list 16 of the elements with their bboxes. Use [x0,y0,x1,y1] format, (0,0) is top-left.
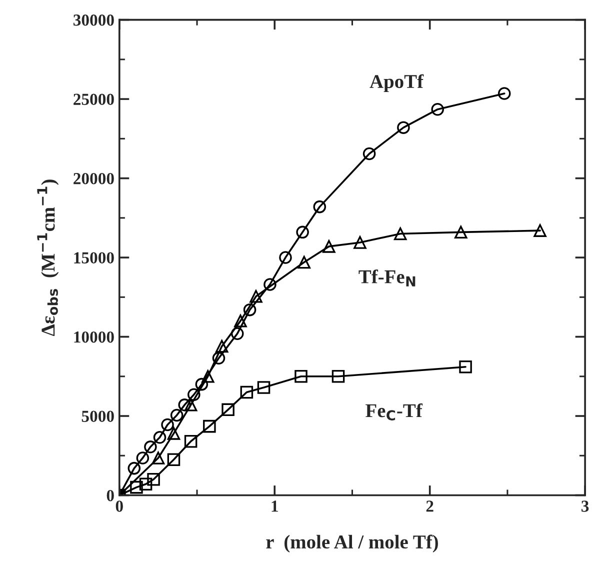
y-tick-label: 25000 [74,94,114,105]
series-label: Tf-Fe$_{N}$ [358,269,416,286]
y-tick-label: 20000 [74,172,114,184]
series-label: Fe$_{C}$-Tf [366,403,423,420]
x-axis-title: r (mole Al / mole Tf) [266,534,438,552]
y-tick-label: 5000 [82,410,114,422]
x-tick-label: 0 [116,500,123,512]
y-tick-label: 15000 [74,252,114,264]
x-tick-label: 1 [272,500,278,512]
x-tick-label: 2 [426,500,434,512]
y-tick-label: 10000 [74,331,114,343]
y-tick-label: 30000 [74,14,114,26]
x-tick-label: 3 [582,500,589,512]
y-axis-title: Δε$_{obs}$ (M$^{−1}$cm$^{−1}$) [37,180,59,336]
series-label: ApoTf [370,74,424,92]
y-tick-label: 0 [106,490,114,502]
